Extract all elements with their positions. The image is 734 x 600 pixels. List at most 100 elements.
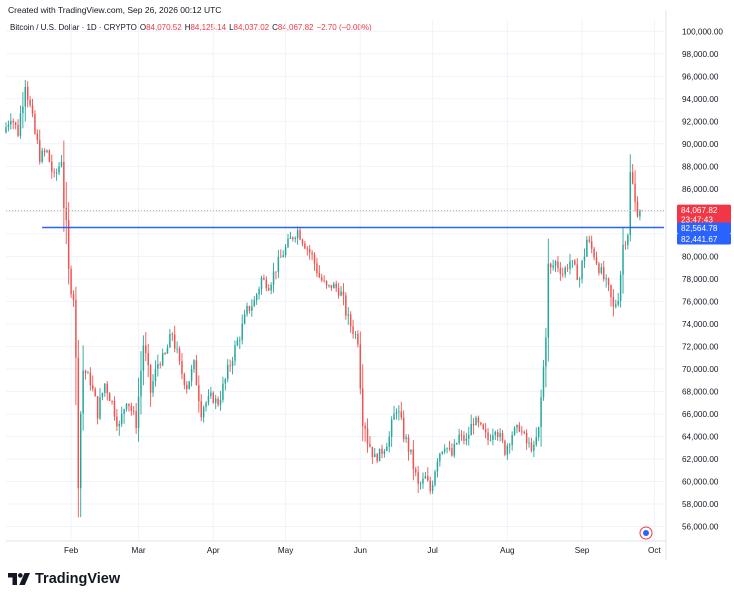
candle — [140, 351, 142, 415]
candle-body — [190, 369, 193, 382]
close-value: 84,067.82 — [277, 23, 314, 32]
candle-body — [181, 361, 183, 375]
y-tick-label: 66,000.00 — [682, 410, 719, 419]
candle-body — [557, 261, 559, 269]
candle-body — [590, 241, 593, 249]
candle-body — [222, 383, 224, 400]
candle-body — [263, 277, 265, 280]
candle-body — [96, 396, 99, 419]
candle — [470, 414, 472, 436]
candle-body — [280, 256, 282, 258]
y-tick-label: 64,000.00 — [682, 432, 719, 441]
candle-body — [554, 261, 557, 266]
candle — [557, 255, 559, 273]
candle-body — [429, 480, 431, 491]
tradingview-brand[interactable]: TradingView — [8, 571, 120, 587]
candle — [248, 305, 251, 314]
candle-body — [292, 237, 294, 240]
candle — [554, 259, 557, 273]
candle — [388, 431, 390, 453]
candle — [241, 314, 243, 345]
candle — [58, 162, 60, 176]
candle — [41, 147, 43, 164]
candle — [193, 359, 195, 373]
candle — [533, 440, 535, 458]
candle-body — [569, 261, 571, 269]
candle-body — [243, 314, 246, 324]
candle — [7, 120, 10, 132]
candle-body — [229, 365, 231, 367]
candle — [600, 263, 603, 275]
candle — [453, 439, 456, 458]
candle — [576, 258, 578, 281]
candle — [398, 405, 400, 421]
candle-body — [581, 261, 583, 280]
candle-body — [63, 162, 65, 208]
candle-body — [267, 288, 270, 291]
candle-body — [595, 257, 598, 264]
level-price-tag-bg — [677, 233, 731, 245]
candle — [342, 283, 345, 306]
candle — [190, 364, 193, 387]
candle — [345, 292, 347, 320]
candle — [569, 253, 571, 275]
candle — [207, 389, 210, 406]
candle-body — [419, 483, 422, 485]
candle — [325, 280, 328, 289]
candle-body — [34, 113, 36, 134]
candle — [349, 311, 352, 333]
candle — [378, 448, 381, 462]
candle — [229, 359, 231, 372]
candle — [371, 446, 374, 465]
candle-body — [477, 417, 480, 423]
candle-body — [29, 99, 31, 106]
candle — [104, 383, 106, 397]
candle — [412, 440, 415, 481]
candle — [272, 262, 275, 293]
candle — [5, 122, 7, 134]
candle — [511, 431, 513, 451]
candle — [171, 332, 174, 341]
candle-body — [586, 239, 588, 257]
candle — [183, 372, 186, 390]
candle — [306, 245, 309, 256]
candle — [89, 367, 92, 391]
candle-body — [492, 435, 494, 440]
candle-body — [533, 444, 535, 451]
candle — [496, 429, 499, 441]
candle-body — [161, 353, 164, 366]
candle — [376, 452, 378, 464]
candle-body — [188, 381, 190, 390]
candle — [484, 422, 487, 439]
level-price-value: 82,441.67 — [681, 235, 718, 244]
candle — [234, 340, 236, 366]
candle — [106, 381, 108, 401]
candle-body — [301, 239, 304, 244]
candle-body — [513, 427, 516, 435]
candle-body — [7, 124, 10, 128]
candle-body — [393, 413, 395, 420]
candle-body — [241, 323, 243, 340]
candle — [29, 95, 31, 108]
candle — [518, 422, 521, 433]
candle-body — [617, 301, 619, 305]
candle-body — [166, 347, 169, 354]
candle-body — [128, 403, 130, 407]
candle-body — [516, 424, 518, 428]
candle — [231, 356, 234, 375]
candle — [595, 251, 598, 265]
candle-body — [458, 434, 460, 444]
candle — [402, 410, 405, 443]
candle — [439, 452, 441, 467]
price-chart[interactable]: 56,000.00 58,000.00 60,000.00 62,000.00 64,0… — [0, 0, 734, 565]
candle-body — [130, 406, 133, 411]
candle — [564, 265, 566, 278]
candle-body — [564, 267, 566, 275]
candle-body — [636, 201, 639, 217]
candle-body — [451, 448, 453, 456]
candle — [504, 439, 506, 457]
bar-countdown: 23:47:43 — [681, 216, 713, 225]
candle — [200, 393, 202, 422]
candle-body — [405, 437, 407, 440]
candle — [46, 149, 48, 154]
